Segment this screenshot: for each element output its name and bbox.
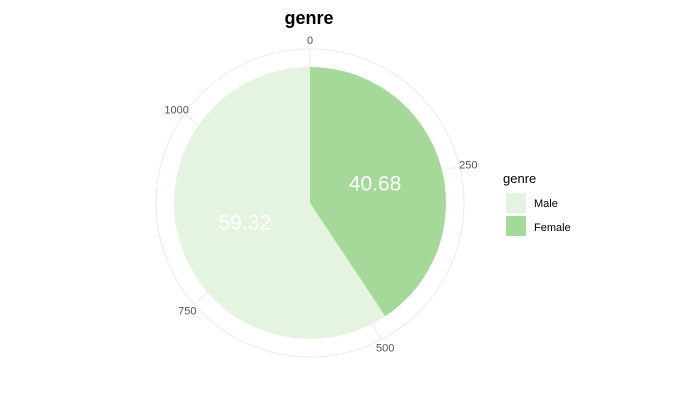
legend-label-female: Female [534, 222, 571, 234]
pie-slices [174, 67, 447, 339]
slice-labels: 40.68 59.32 [219, 172, 402, 234]
pie-slice-female [310, 67, 447, 317]
angle-ticks: 0 250 500 750 1000 [164, 35, 477, 355]
legend-title: genre [503, 171, 536, 186]
pie-slice-male [174, 67, 386, 339]
chart-title: genre [284, 8, 333, 28]
slice-label-male: 59.32 [219, 212, 272, 235]
slice-label-female: 40.68 [349, 172, 402, 195]
legend-label-male: Male [534, 198, 558, 210]
tick-label: 250 [459, 159, 477, 171]
tick-label: 0 [307, 35, 313, 47]
tick-label: 1000 [164, 104, 188, 116]
tick-label: 750 [178, 305, 196, 317]
tick-label: 500 [376, 343, 394, 355]
legend: genre Male Female [503, 171, 571, 236]
legend-key-male [506, 193, 526, 213]
legend-key-female [506, 216, 526, 236]
